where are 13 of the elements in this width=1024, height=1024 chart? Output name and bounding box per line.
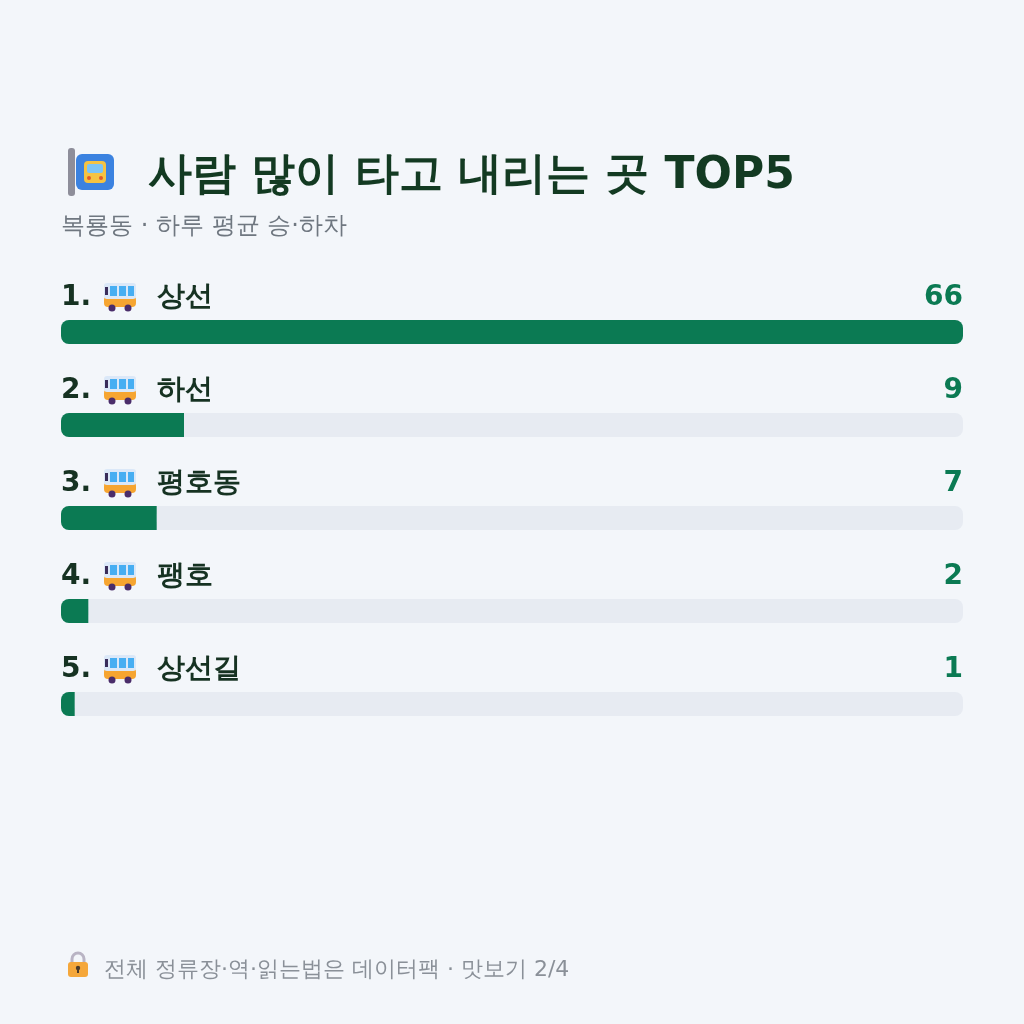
category-label: 5. 상선길 [61, 651, 241, 684]
chart-subtitle: 복룡동 · 하루 평균 승·하차 [61, 211, 347, 239]
chart-title: 사람 많이 타고 내리는 곳 TOP5 [148, 147, 795, 198]
text: 전체 정류장·역·읽는법은 데이터팩 · 맛보기 2/4 [104, 956, 570, 981]
data-label: 9 [943, 372, 963, 405]
data-label: 7 [943, 465, 963, 498]
category-label: 3. 평호동 [61, 465, 241, 498]
data-label: 66 [924, 279, 963, 312]
category-label: 2. 하선 [61, 372, 213, 405]
data-label: 2 [943, 558, 963, 591]
category-label: 1. 상선 [61, 279, 213, 312]
category-label: 4. 팽호 [61, 558, 213, 591]
data-label: 1 [943, 651, 963, 684]
